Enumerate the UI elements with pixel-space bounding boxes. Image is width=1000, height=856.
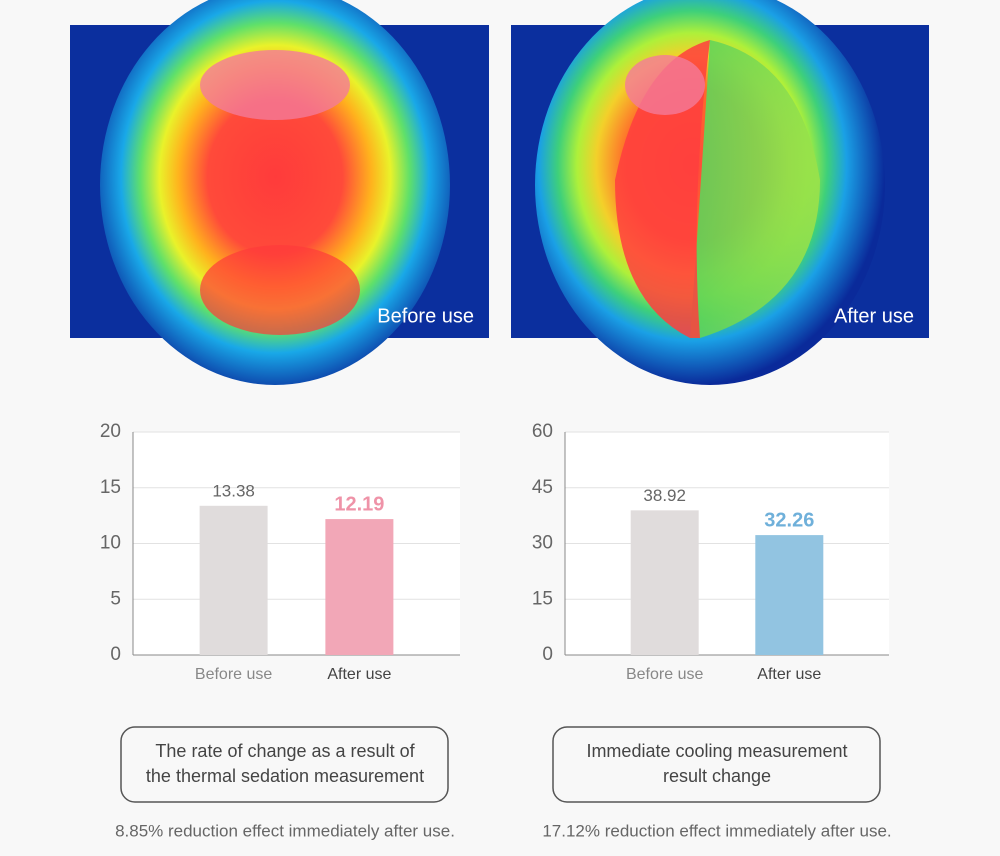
caption-text: result change <box>663 766 771 786</box>
y-tick-label: 15 <box>532 588 553 609</box>
y-tick-label: 60 <box>532 421 553 442</box>
bar <box>199 505 268 655</box>
thermal-image <box>511 0 929 385</box>
value-label: 12.19 <box>334 493 384 515</box>
y-tick-label: 0 <box>542 644 553 665</box>
y-tick-label: 45 <box>532 477 553 498</box>
caption-note: 8.85% reduction effect immediately after… <box>115 821 455 840</box>
y-tick-label: 10 <box>100 533 121 554</box>
value-label: 38.92 <box>643 486 686 505</box>
image-label: Before use <box>377 305 474 327</box>
caption-note: 17.12% reduction effect immediately afte… <box>542 821 891 840</box>
bar <box>630 510 699 655</box>
y-tick-label: 20 <box>100 421 121 442</box>
caption-text: the thermal sedation measurement <box>146 766 424 786</box>
y-tick-label: 0 <box>110 644 121 665</box>
image-label: After use <box>834 305 914 327</box>
x-tick-label: After use <box>327 666 391 683</box>
y-tick-label: 5 <box>110 588 121 609</box>
bar <box>325 519 394 655</box>
caption-box <box>552 726 881 803</box>
x-tick-label: Before use <box>626 666 703 683</box>
thermal-image <box>70 0 489 385</box>
caption-box <box>120 726 449 803</box>
caption-text: The rate of change as a result of <box>155 741 415 761</box>
value-label: 32.26 <box>764 509 814 531</box>
value-label: 13.38 <box>212 481 255 500</box>
bar <box>755 535 824 655</box>
x-tick-label: After use <box>757 666 821 683</box>
y-tick-label: 30 <box>532 533 553 554</box>
caption-text: Immediate cooling measurement <box>586 741 847 761</box>
y-tick-label: 15 <box>100 477 121 498</box>
x-tick-label: Before use <box>195 666 272 683</box>
